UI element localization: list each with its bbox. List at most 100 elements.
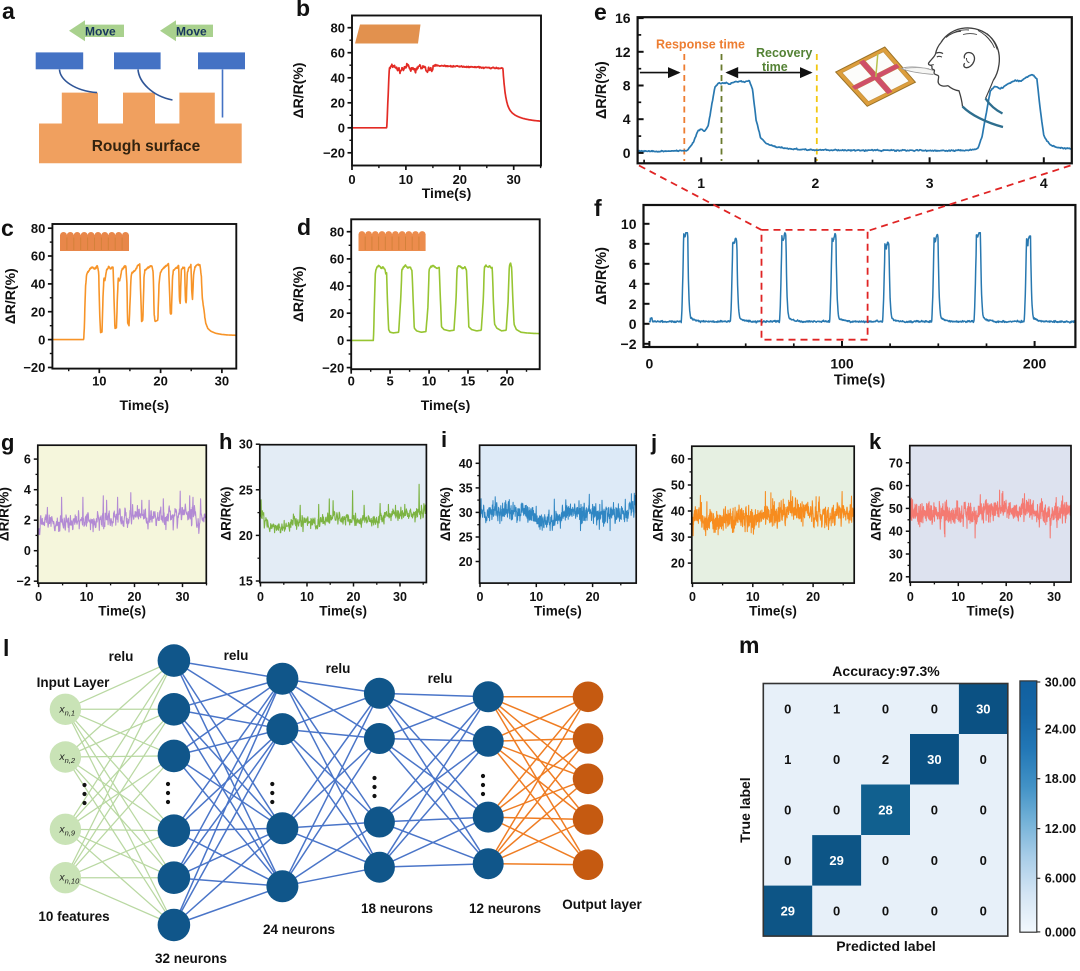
svg-text:2: 2 xyxy=(629,296,637,312)
svg-text:6: 6 xyxy=(24,453,31,467)
svg-text:0: 0 xyxy=(980,903,987,918)
svg-text:m: m xyxy=(739,632,759,658)
svg-text:0: 0 xyxy=(833,903,840,918)
svg-text:0: 0 xyxy=(348,374,355,389)
svg-text:j: j xyxy=(650,430,657,455)
svg-text:0: 0 xyxy=(833,752,840,767)
svg-text:40: 40 xyxy=(671,505,685,519)
svg-text:Time(s): Time(s) xyxy=(120,397,170,413)
svg-text:0: 0 xyxy=(907,590,914,604)
svg-text:100: 100 xyxy=(830,356,854,372)
svg-text:Time(s): Time(s) xyxy=(319,604,367,619)
svg-text:40: 40 xyxy=(31,277,45,292)
svg-text:6.000: 6.000 xyxy=(1045,872,1076,886)
svg-text:True label: True label xyxy=(737,777,753,842)
svg-text:Response time: Response time xyxy=(656,38,745,52)
svg-text:0: 0 xyxy=(980,802,987,817)
svg-text:20: 20 xyxy=(347,590,361,604)
svg-text:12: 12 xyxy=(615,44,631,60)
svg-text:Predicted label: Predicted label xyxy=(836,938,936,954)
svg-text:ΔR/R(%): ΔR/R(%) xyxy=(0,487,11,541)
svg-text:a: a xyxy=(2,0,15,24)
svg-text:0: 0 xyxy=(784,701,791,716)
svg-text:80: 80 xyxy=(31,221,45,236)
svg-text:10: 10 xyxy=(422,374,436,389)
svg-text:16: 16 xyxy=(615,10,631,26)
svg-text:18 neurons: 18 neurons xyxy=(361,901,433,916)
svg-text:ΔR/R(%): ΔR/R(%) xyxy=(290,266,306,322)
svg-text:25: 25 xyxy=(239,483,253,497)
svg-text:10: 10 xyxy=(80,590,94,604)
svg-text:29: 29 xyxy=(829,853,843,868)
svg-text:0: 0 xyxy=(980,853,987,868)
svg-text:20: 20 xyxy=(999,590,1013,604)
svg-text:30: 30 xyxy=(889,548,903,562)
svg-text:200: 200 xyxy=(1023,356,1047,372)
svg-text:60: 60 xyxy=(671,452,685,466)
svg-text:e: e xyxy=(594,0,607,25)
svg-text:0: 0 xyxy=(337,333,344,348)
svg-text:20: 20 xyxy=(889,570,903,584)
svg-text:20: 20 xyxy=(500,374,514,389)
svg-text:0.000: 0.000 xyxy=(1045,925,1076,939)
svg-text:20: 20 xyxy=(128,590,142,604)
svg-text:0: 0 xyxy=(931,701,938,716)
svg-text:Time(s): Time(s) xyxy=(834,373,885,389)
svg-text:0: 0 xyxy=(24,544,31,558)
svg-text:30: 30 xyxy=(506,172,520,187)
svg-text:40: 40 xyxy=(459,457,473,471)
svg-text:Move: Move xyxy=(176,25,207,39)
svg-text:60: 60 xyxy=(31,249,45,264)
svg-text:ΔR/R(%): ΔR/R(%) xyxy=(290,63,306,119)
svg-text:20: 20 xyxy=(331,96,345,111)
svg-text:0: 0 xyxy=(784,802,791,817)
svg-text:24.00: 24.00 xyxy=(1045,723,1076,737)
svg-text:relu: relu xyxy=(109,649,134,664)
svg-text:40: 40 xyxy=(330,279,344,294)
svg-text:0: 0 xyxy=(931,802,938,817)
svg-text:20: 20 xyxy=(806,590,820,604)
svg-text:0: 0 xyxy=(980,752,987,767)
svg-text:70: 70 xyxy=(889,456,903,470)
svg-text:ΔR/R(%): ΔR/R(%) xyxy=(2,268,18,324)
svg-text:2: 2 xyxy=(812,175,820,191)
svg-text:8: 8 xyxy=(629,236,637,252)
svg-text:20: 20 xyxy=(330,306,344,321)
svg-text:relu: relu xyxy=(224,648,249,663)
svg-text:0: 0 xyxy=(477,590,484,604)
svg-text:ΔR/R(%): ΔR/R(%) xyxy=(438,487,453,541)
svg-text:30: 30 xyxy=(176,590,190,604)
svg-text:Time(s): Time(s) xyxy=(749,604,797,619)
svg-text:40: 40 xyxy=(331,70,345,85)
svg-text:50: 50 xyxy=(671,479,685,493)
svg-text:−20: −20 xyxy=(323,146,345,161)
svg-text:Time(s): Time(s) xyxy=(534,604,582,619)
svg-text:20: 20 xyxy=(671,557,685,571)
svg-text:0: 0 xyxy=(348,172,355,187)
svg-text:4: 4 xyxy=(629,276,637,292)
svg-text:0: 0 xyxy=(931,853,938,868)
svg-text:25: 25 xyxy=(459,531,473,545)
svg-text:20: 20 xyxy=(239,529,253,543)
svg-text:0: 0 xyxy=(882,853,889,868)
svg-text:ΔR/R(%): ΔR/R(%) xyxy=(868,487,883,541)
svg-text:0: 0 xyxy=(338,121,345,136)
svg-text:h: h xyxy=(219,429,232,454)
svg-text:4: 4 xyxy=(623,111,631,127)
svg-text:Time(s): Time(s) xyxy=(422,185,472,201)
svg-text:30.00: 30.00 xyxy=(1045,675,1076,689)
svg-text:28: 28 xyxy=(878,802,892,817)
svg-text:20: 20 xyxy=(586,590,600,604)
svg-text:1: 1 xyxy=(784,752,791,767)
svg-text:80: 80 xyxy=(331,20,345,35)
svg-text:0: 0 xyxy=(833,802,840,817)
svg-text:30: 30 xyxy=(215,374,229,389)
svg-text:30: 30 xyxy=(927,752,941,767)
svg-text:ΔR/R(%): ΔR/R(%) xyxy=(594,247,610,305)
svg-text:10: 10 xyxy=(529,590,543,604)
svg-text:30: 30 xyxy=(671,531,685,545)
svg-text:12 neurons: 12 neurons xyxy=(469,901,541,916)
svg-text:relu: relu xyxy=(428,671,453,686)
svg-text:l: l xyxy=(3,635,9,661)
svg-text:ΔR/R(%): ΔR/R(%) xyxy=(218,487,233,541)
